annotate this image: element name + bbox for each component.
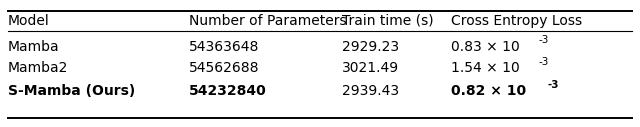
Text: 0.82 × 10: 0.82 × 10	[451, 84, 525, 98]
Text: 54562688: 54562688	[189, 61, 260, 75]
Text: -3: -3	[539, 35, 549, 45]
Text: -3: -3	[547, 80, 559, 90]
Text: 2939.43: 2939.43	[342, 84, 399, 98]
Text: S-Mamba (Ours): S-Mamba (Ours)	[8, 84, 135, 98]
Text: 54363648: 54363648	[189, 40, 260, 54]
Text: Train time (s): Train time (s)	[342, 14, 434, 28]
Text: 1.54 × 10: 1.54 × 10	[451, 61, 520, 75]
Text: 2929.23: 2929.23	[342, 40, 399, 54]
Text: Mamba2: Mamba2	[8, 61, 68, 75]
Text: 3021.49: 3021.49	[342, 61, 399, 75]
Text: Model: Model	[8, 14, 49, 28]
Text: 54232840: 54232840	[189, 84, 267, 98]
Text: Cross Entropy Loss: Cross Entropy Loss	[451, 14, 582, 28]
Text: 0.83 × 10: 0.83 × 10	[451, 40, 520, 54]
Text: Mamba: Mamba	[8, 40, 60, 54]
Text: -3: -3	[539, 57, 549, 67]
Text: Number of Parameters: Number of Parameters	[189, 14, 347, 28]
